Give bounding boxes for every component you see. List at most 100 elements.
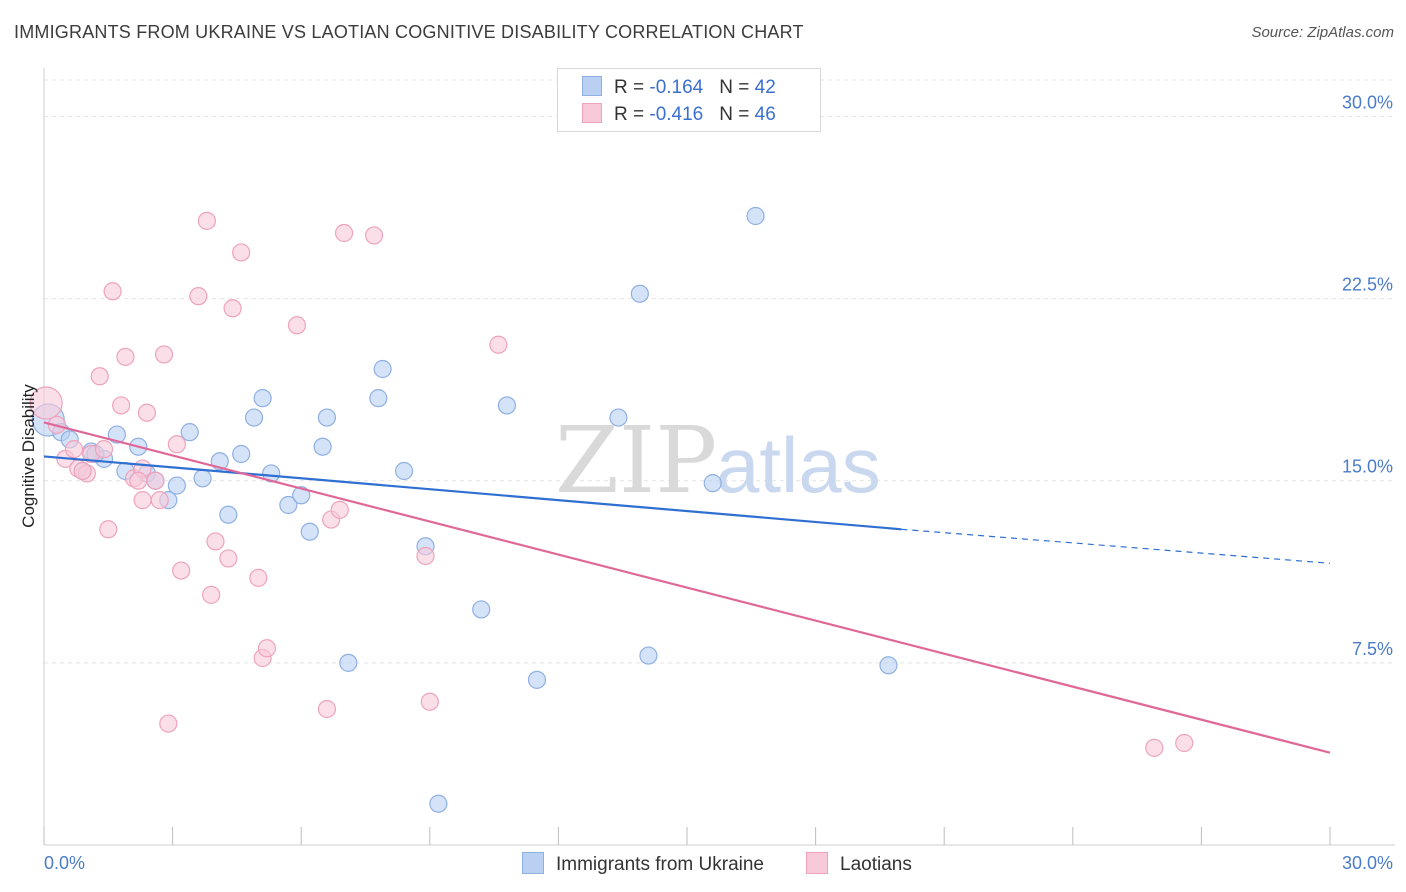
ukraine-point (244, 408, 264, 427)
legend-r-value: -0.164 (649, 77, 704, 98)
laotian-point (223, 299, 242, 318)
legend-swatch-ukraine (582, 76, 602, 96)
ukraine-point (339, 653, 358, 672)
laotian-point (197, 211, 216, 230)
watermark-zip: ZIP (555, 407, 717, 514)
laotian-point (150, 491, 169, 510)
legend-r-value: -0.416 (649, 104, 704, 125)
laotian-point (334, 223, 354, 243)
ukraine-point (703, 474, 722, 493)
ukraine-point (300, 522, 319, 541)
tick-labels: 7.5% 15.0% 22.5% 30.0% 0.0% 30.0% (44, 92, 1393, 873)
laotian-trend-line (43, 421, 1331, 754)
laotian-point (330, 500, 349, 519)
laotian-point (172, 561, 191, 580)
laotian-point (317, 699, 337, 719)
bottom-legend-swatch-laotian (806, 852, 828, 874)
ukraine-point (193, 469, 212, 488)
trend-lines (43, 421, 1331, 754)
ukraine-point (313, 437, 332, 456)
grid-layer (44, 79, 1395, 664)
laotian-point (1175, 733, 1194, 753)
laotian-point (167, 435, 186, 454)
ukraine-point (292, 486, 311, 505)
x-tick-label-max: 30.0% (1342, 853, 1393, 873)
ukraine-point (253, 389, 272, 408)
ukraine-point (279, 495, 298, 515)
legend-r-label: R = (614, 104, 650, 125)
laotian-point (189, 287, 208, 306)
legend-row-ukraine: R = -0.164 N = 42 (582, 76, 776, 100)
legend-n-label: N = (719, 104, 755, 125)
ukraine-point (746, 206, 765, 226)
laotian-point (1145, 738, 1164, 757)
ukraine-point (527, 670, 547, 689)
legend-n-value: 46 (754, 104, 776, 125)
legend-n-value: 42 (754, 77, 776, 98)
laotian-point (206, 532, 225, 551)
bottom-legend-label-laotian: Laotians (840, 854, 912, 875)
ukraine-trend-extension (901, 528, 1331, 564)
laotian-point (219, 549, 238, 568)
y-tick-label: 7.5% (1352, 639, 1393, 659)
laotian-point (94, 440, 114, 459)
laotian-point (154, 345, 174, 364)
laotian-point (137, 403, 156, 422)
laotian-points (29, 211, 1194, 757)
ukraine-point (429, 794, 448, 813)
ukraine-point (373, 359, 392, 379)
laotian-point (64, 440, 84, 459)
laotian-point (112, 396, 131, 415)
watermark-atlas: atlas (716, 421, 881, 509)
ukraine-point (167, 476, 186, 495)
ukraine-point (609, 408, 628, 427)
ukraine-point (394, 461, 414, 481)
laotian-point (257, 639, 277, 658)
ukraine-point (630, 284, 649, 303)
y-tick-label: 15.0% (1342, 457, 1393, 477)
bottom-legend-ukraine: Immigrants from Ukraine (522, 852, 764, 876)
bottom-legend-laotian: Laotians (806, 852, 912, 876)
laotian-point (364, 226, 384, 245)
y-tick-label: 30.0% (1342, 92, 1393, 112)
laotian-point (90, 367, 109, 386)
ukraine-point (262, 464, 281, 483)
ukraine-point (180, 423, 199, 442)
ukraine-point (472, 600, 491, 619)
ukraine-point (879, 656, 898, 675)
laotian-point (232, 243, 251, 262)
source-label: Source: ZipAtlas.com (1251, 24, 1394, 41)
laotian-point (29, 386, 63, 420)
ukraine-point (369, 389, 388, 408)
chart-title: IMMIGRANTS FROM UKRAINE VS LAOTIAN COGNI… (14, 22, 804, 42)
ukraine-point (497, 396, 517, 415)
laotian-point (287, 316, 307, 335)
ukraine-point (107, 425, 126, 444)
ukraine-point (317, 408, 337, 427)
legend-row-laotian: R = -0.416 N = 46 (582, 103, 776, 127)
laotian-point (420, 692, 439, 711)
laotian-point (249, 568, 268, 587)
legend-swatch-laotian (582, 103, 602, 123)
ukraine-point (219, 505, 238, 524)
y-axis-label: Cognitive Disability (19, 384, 38, 528)
laotian-point (116, 347, 135, 366)
legend-n-label: N = (719, 77, 755, 98)
laotian-point (489, 335, 508, 354)
bottom-legend-label-ukraine: Immigrants from Ukraine (556, 854, 764, 875)
laotian-point (99, 520, 118, 539)
laotian-point (129, 471, 148, 490)
ukraine-point (639, 646, 658, 665)
legend-r-label: R = (614, 77, 650, 98)
x-tick-label-min: 0.0% (44, 853, 85, 873)
laotian-point (202, 585, 221, 604)
laotian-point (146, 471, 165, 490)
y-tick-label: 22.5% (1342, 275, 1393, 295)
ukraine-point (232, 444, 251, 464)
laotian-point (103, 282, 122, 301)
bottom-legend-swatch-ukraine (522, 852, 544, 874)
laotian-point (416, 546, 435, 566)
laotian-point (159, 714, 178, 733)
watermark: ZIP atlas (555, 407, 881, 514)
